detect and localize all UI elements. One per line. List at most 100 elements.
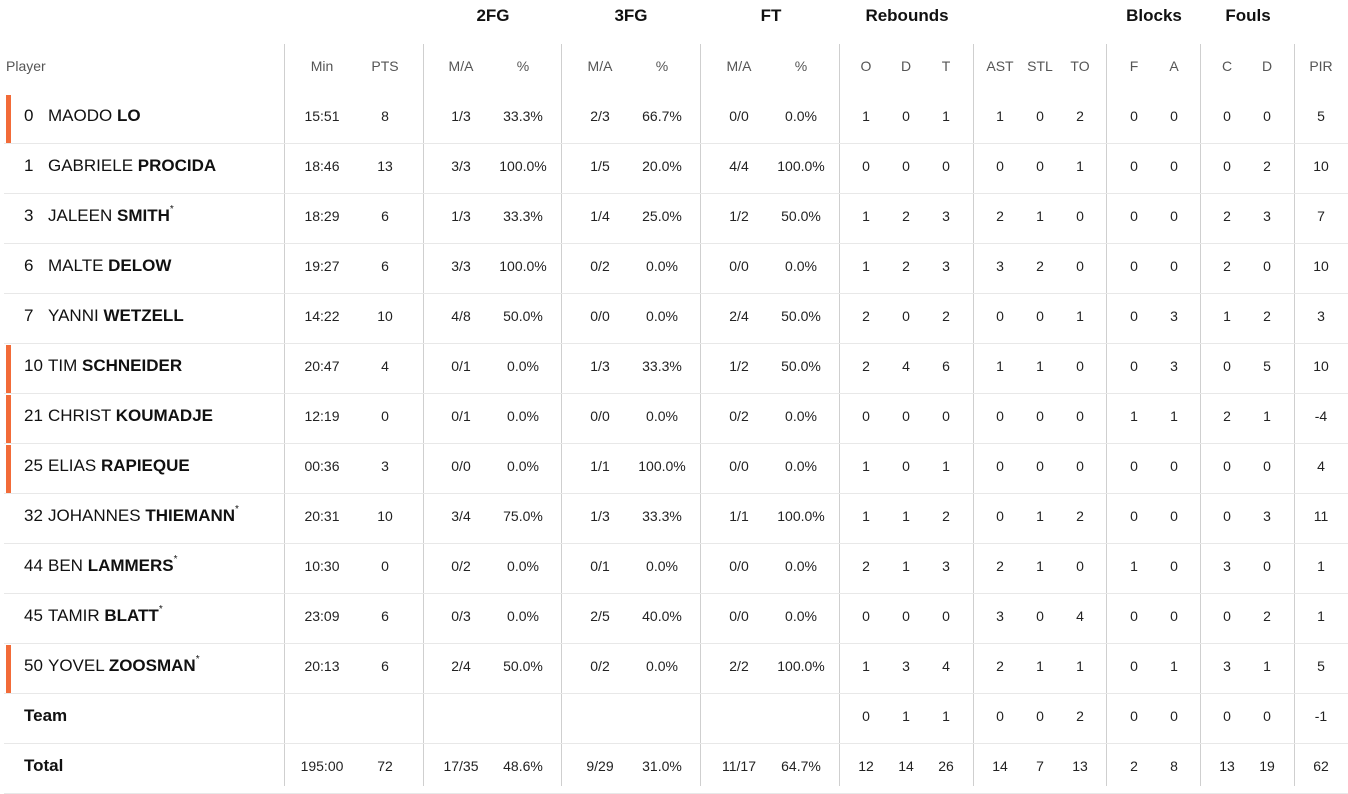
group-3fg: 3FG: [614, 6, 648, 25]
column-header-min[interactable]: Min: [310, 58, 334, 74]
jersey-number: 0: [24, 106, 34, 125]
column-header-fg2-pct[interactable]: %: [516, 58, 530, 74]
player-row[interactable]: 21 CHRIST KOUMADJE 12:19 0 0/1 0.0% 0/0 0.0% 0/2…: [4, 394, 1348, 444]
player-name[interactable]: 1 GABRIELE PROCIDA: [24, 156, 216, 176]
foreign-player-marker: *: [169, 204, 174, 215]
stat-ast: 3: [996, 608, 1004, 624]
stat-blk-a: 8: [1170, 758, 1178, 774]
stat-fg3-pct: 33.3%: [642, 508, 682, 524]
stat-pir: 4: [1317, 458, 1325, 474]
stat-fg3-pct: 66.7%: [642, 108, 682, 124]
stat-pts: 0: [381, 408, 389, 424]
stat-pts: 72: [377, 758, 393, 774]
column-header-blk-f[interactable]: F: [1129, 58, 1139, 74]
stat-fg2-pct: 50.0%: [503, 308, 543, 324]
column-header-foul-d[interactable]: D: [1261, 58, 1273, 74]
stat-to: 0: [1076, 408, 1084, 424]
stat-reb-o: 1: [862, 108, 870, 124]
stat-fg3-pct: 31.0%: [642, 758, 682, 774]
column-header-pts[interactable]: PTS: [371, 58, 399, 74]
column-header-ast[interactable]: AST: [986, 58, 1014, 74]
player-row[interactable]: 6 MALTE DELOW 19:27 6 3/3 100.0% 0/2 0.0% 0/0 0.0…: [4, 244, 1348, 294]
player-row[interactable]: 25 ELIAS RAPIEQUE 00:36 3 0/0 0.0% 1/1 100.0% 0/…: [4, 444, 1348, 494]
player-row[interactable]: 50 YOVEL ZOOSMAN* 20:13 6 2/4 50.0% 0/2 0.0% 2/2…: [4, 644, 1348, 694]
player-name[interactable]: 32 JOHANNES THIEMANN*: [24, 504, 239, 526]
stat-ft-pct: 64.7%: [781, 758, 821, 774]
player-row[interactable]: 1 GABRIELE PROCIDA 18:46 13 3/3 100.0% 1/5 20.0…: [4, 144, 1348, 194]
stat-ft-ma: 11/17: [722, 758, 756, 774]
player-name[interactable]: 10 TIM SCHNEIDER: [24, 356, 182, 376]
group-2fg: 2FG: [476, 6, 510, 25]
stat-reb-d: 2: [902, 258, 910, 274]
column-header-fg3-ma[interactable]: M/A: [587, 58, 613, 74]
stat-ast: 3: [996, 258, 1004, 274]
stat-foul-d: 2: [1263, 608, 1271, 624]
stat-to: 1: [1076, 158, 1084, 174]
stat-foul-c: 3: [1223, 558, 1231, 574]
stat-blk-a: 0: [1170, 708, 1178, 724]
player-row[interactable]: 10 TIM SCHNEIDER 20:47 4 0/1 0.0% 1/3 33.3% 1/2 5…: [4, 344, 1348, 394]
stat-ft-pct: 50.0%: [781, 308, 821, 324]
foreign-player-marker: *: [195, 654, 200, 665]
column-header-ft-pct[interactable]: %: [794, 58, 808, 74]
stat-fg3-ma: 1/4: [590, 208, 610, 224]
stat-reb-d: 1: [902, 508, 910, 524]
first-name: TAMIR: [48, 606, 100, 625]
column-header-ft-ma[interactable]: M/A: [726, 58, 752, 74]
stat-fg2-ma: 0/2: [451, 558, 471, 574]
player-row[interactable]: 0 MAODO LO 15:51 8 1/3 33.3% 2/3 66.7% 0/0 0.0% 1 0…: [4, 94, 1348, 144]
player-name[interactable]: 7 YANNI WETZELL: [24, 306, 184, 326]
stat-foul-d: 0: [1263, 108, 1271, 124]
stat-ast: 2: [996, 658, 1004, 674]
column-header-foul-c[interactable]: C: [1221, 58, 1233, 74]
jersey-number: 6: [24, 256, 34, 275]
stat-foul-c: 1: [1223, 308, 1231, 324]
stat-fg2-pct: 33.3%: [503, 208, 543, 224]
stat-blk-f: 1: [1130, 408, 1138, 424]
player-row[interactable]: 44 BEN LAMMERS* 10:30 0 0/2 0.0% 0/1 0.0% 0/0 0.0…: [4, 544, 1348, 594]
column-header-player[interactable]: Player: [6, 58, 46, 74]
column-header-fg2-ma[interactable]: M/A: [448, 58, 474, 74]
stat-ft-pct: 0.0%: [785, 408, 817, 424]
player-name[interactable]: 50 YOVEL ZOOSMAN*: [24, 654, 200, 676]
player-row[interactable]: 3 JALEEN SMITH* 18:29 6 1/3 33.3% 1/4 25.0% 1/2 5…: [4, 194, 1348, 244]
group-ft: FT: [760, 6, 782, 25]
player-name[interactable]: 25 ELIAS RAPIEQUE: [24, 456, 190, 476]
player-row[interactable]: 32 JOHANNES THIEMANN* 20:31 10 3/4 75.0% 1/3 33…: [4, 494, 1348, 544]
column-header-to[interactable]: TO: [1070, 58, 1090, 74]
column-header-reb-d[interactable]: D: [900, 58, 912, 74]
stat-stl: 0: [1036, 158, 1044, 174]
player-row[interactable]: 45 TAMIR BLATT* 23:09 6 0/3 0.0% 2/5 40.0% 0/0 0.…: [4, 594, 1348, 644]
stat-stl: 0: [1036, 608, 1044, 624]
column-header-pir[interactable]: PIR: [1309, 58, 1333, 74]
player-name[interactable]: 3 JALEEN SMITH*: [24, 204, 174, 226]
player-name[interactable]: 45 TAMIR BLATT*: [24, 604, 163, 626]
team-label: Team: [24, 706, 68, 725]
stat-reb-t: 4: [942, 658, 950, 674]
stat-pts: 6: [381, 208, 389, 224]
column-header-reb-t[interactable]: T: [941, 58, 951, 74]
stat-reb-d: 4: [902, 358, 910, 374]
row-divider: [4, 743, 1348, 744]
stat-ast: 0: [996, 508, 1004, 524]
column-header-blk-a[interactable]: A: [1169, 58, 1179, 74]
stat-fg2-ma: 2/4: [451, 658, 471, 674]
player-name[interactable]: 6 MALTE DELOW: [24, 256, 171, 276]
column-header-reb-o[interactable]: O: [860, 58, 872, 74]
column-header-stl[interactable]: STL: [1027, 58, 1053, 74]
last-name: PROCIDA: [137, 156, 217, 175]
row-divider: [4, 393, 1348, 394]
player-name[interactable]: 21 CHRIST KOUMADJE: [24, 406, 213, 426]
player-name[interactable]: 44 BEN LAMMERS*: [24, 554, 178, 576]
stat-fg3-ma: 1/3: [590, 358, 610, 374]
last-name: THIEMANN: [145, 506, 236, 525]
player-row[interactable]: 7 YANNI WETZELL 14:22 10 4/8 50.0% 0/0 0.0% 2/4 5…: [4, 294, 1348, 344]
column-header-fg3-pct[interactable]: %: [655, 58, 669, 74]
stat-reb-t: 0: [942, 408, 950, 424]
player-name[interactable]: 0 MAODO LO: [24, 106, 141, 126]
stat-stl: 0: [1036, 458, 1044, 474]
stat-reb-d: 0: [902, 408, 910, 424]
row-divider: [4, 593, 1348, 594]
stat-ft-pct: 100.0%: [777, 158, 825, 174]
stat-ast: 2: [996, 208, 1004, 224]
